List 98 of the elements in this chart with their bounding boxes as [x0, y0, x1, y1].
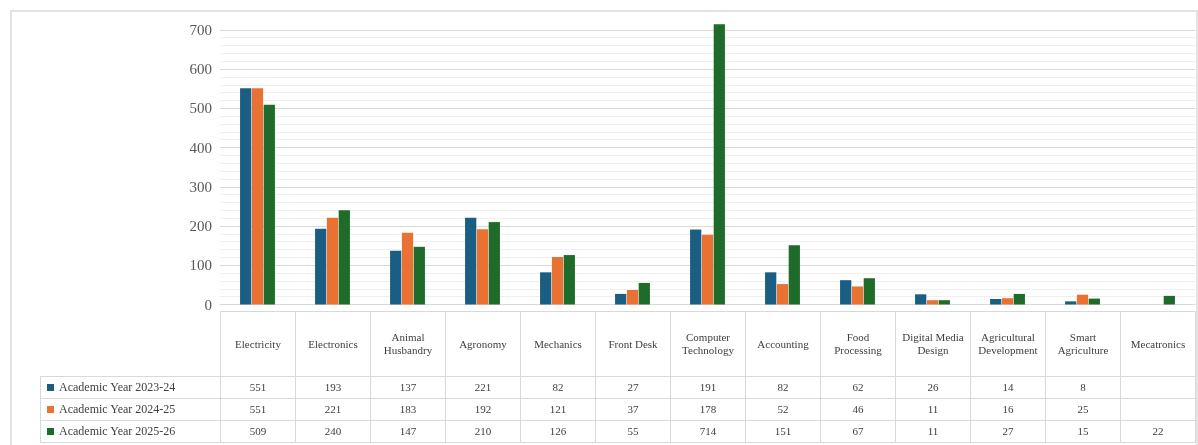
bar: [1076, 294, 1089, 305]
y-tick-label: 400: [189, 139, 212, 156]
data-label: 183: [370, 398, 446, 421]
bar: [465, 217, 477, 305]
data-label: 14: [970, 376, 1046, 399]
y-tick-label: 300: [189, 178, 212, 195]
data-label: 55: [595, 420, 671, 443]
bar: [776, 284, 789, 305]
data-label: 240: [295, 420, 371, 443]
y-tick-label: 0: [204, 296, 212, 313]
data-label: 191: [670, 376, 746, 399]
bar: [863, 278, 875, 305]
data-label: 121: [520, 398, 596, 421]
y-tick-label: 500: [189, 100, 212, 117]
data-label: 27: [595, 376, 671, 399]
x-tick-label: Animal Husbandry: [370, 311, 446, 377]
data-label: 16: [970, 398, 1046, 421]
bar: [240, 88, 252, 305]
bar: [315, 228, 327, 305]
data-label: 178: [670, 398, 746, 421]
data-label: 126: [520, 420, 596, 443]
data-label: 82: [745, 376, 821, 399]
data-label: 221: [445, 376, 521, 399]
data-label: 26: [895, 376, 971, 399]
bar: [390, 250, 402, 305]
bar: [563, 255, 575, 305]
bar: [926, 300, 939, 305]
data-label: 46: [820, 398, 896, 421]
bar: [551, 257, 564, 305]
data-label: 8: [1045, 376, 1121, 399]
data-label: 67: [820, 420, 896, 443]
bar: [1001, 298, 1014, 305]
y-tick-label: 700: [189, 21, 212, 38]
bar: [1163, 295, 1175, 305]
x-tick-label: Agronomy: [445, 311, 521, 377]
data-label: 25: [1045, 398, 1121, 421]
bar: [638, 282, 650, 305]
x-tick-label: Computer Technology: [670, 311, 746, 377]
data-label: 551: [220, 398, 296, 421]
bar: [1013, 293, 1025, 305]
bar: [840, 280, 852, 305]
data-label: 509: [220, 420, 296, 443]
bar: [788, 245, 800, 305]
bar: [1088, 298, 1100, 305]
data-label: 193: [295, 376, 371, 399]
bar: [713, 24, 725, 305]
bar: [765, 272, 777, 305]
data-label: 147: [370, 420, 446, 443]
x-tick-label: Accounting: [745, 311, 821, 377]
x-tick-label: Agricultural Development: [970, 311, 1046, 377]
data-label: 62: [820, 376, 896, 399]
bar: [990, 299, 1002, 305]
data-label: 221: [295, 398, 371, 421]
legend-label: Academic Year 2023-24: [40, 376, 221, 399]
bar: [540, 272, 552, 305]
bar: [476, 229, 489, 305]
x-tick-label: Mechanics: [520, 311, 596, 377]
data-label: 82: [520, 376, 596, 399]
x-tick-label: Digital Media Design: [895, 311, 971, 377]
data-label: 15: [1045, 420, 1121, 443]
bar: [701, 234, 714, 305]
x-tick-label: Food Processing: [820, 311, 896, 377]
data-label: 137: [370, 376, 446, 399]
data-label: 11: [895, 398, 971, 421]
y-tick-label: 600: [189, 61, 212, 78]
data-label: 551: [220, 376, 296, 399]
y-tick-label: 100: [189, 257, 212, 274]
bar: [1065, 301, 1077, 305]
bar: [338, 210, 350, 305]
legend-label: Academic Year 2024-25: [40, 398, 221, 421]
bar: [251, 88, 264, 305]
bar: [488, 222, 500, 305]
bar: [938, 300, 950, 305]
bar: [263, 104, 275, 305]
data-label: 11: [895, 420, 971, 443]
x-tick-label: Smart Agriculture: [1045, 311, 1121, 377]
bar: [690, 229, 702, 305]
bar: [413, 246, 425, 305]
bar: [615, 293, 627, 305]
y-tick-label: 200: [189, 218, 212, 235]
x-tick-label: Electronics: [295, 311, 371, 377]
data-label: 27: [970, 420, 1046, 443]
data-label: 22: [1120, 420, 1196, 443]
data-label: 192: [445, 398, 521, 421]
data-label: 210: [445, 420, 521, 443]
data-label: 37: [595, 398, 671, 421]
x-tick-label: Front Desk: [595, 311, 671, 377]
x-tick-label: Electricity: [220, 311, 296, 377]
x-tick-label: Mecatronics: [1120, 311, 1196, 377]
bar: [915, 294, 927, 305]
bar: [851, 286, 864, 305]
bar: [401, 232, 414, 305]
legend-label: Academic Year 2025-26: [40, 420, 221, 443]
data-label: 52: [745, 398, 821, 421]
bar: [626, 289, 639, 305]
data-label: 714: [670, 420, 746, 443]
data-label: 151: [745, 420, 821, 443]
bar: [326, 217, 339, 305]
